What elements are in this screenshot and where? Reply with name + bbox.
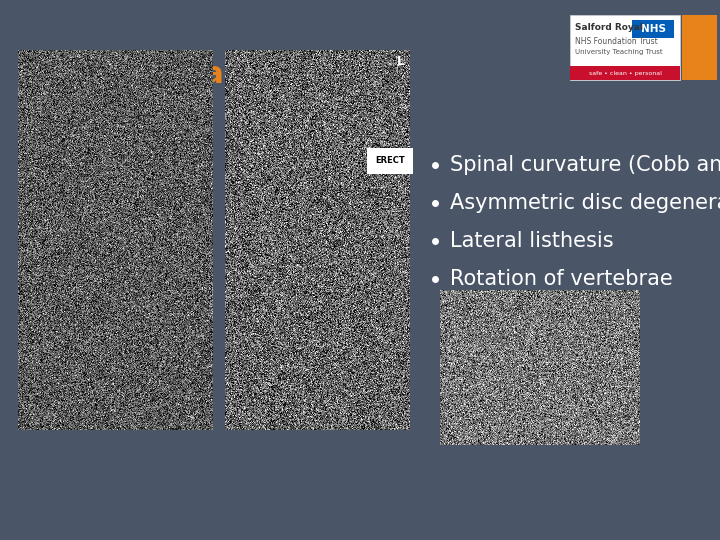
Text: Salford Royal: Salford Royal [575, 23, 643, 32]
Text: NHS Foundation Trust: NHS Foundation Trust [575, 37, 658, 46]
FancyBboxPatch shape [570, 15, 680, 80]
FancyBboxPatch shape [682, 15, 717, 80]
Text: University Teaching Trust: University Teaching Trust [575, 49, 662, 55]
Text: ERECT: ERECT [375, 157, 405, 165]
Text: Rotation of vertebrae: Rotation of vertebrae [450, 269, 672, 289]
Text: Lateral listhesis: Lateral listhesis [450, 231, 613, 251]
Text: Standard radiographs: Standard radiographs [20, 60, 396, 89]
Text: Asymmetric disc degeneration: Asymmetric disc degeneration [450, 193, 720, 213]
Text: safe • clean • personal: safe • clean • personal [588, 71, 662, 76]
Text: NHS: NHS [641, 24, 665, 34]
Text: L: L [397, 55, 405, 68]
FancyBboxPatch shape [632, 20, 674, 38]
Text: Spinal curvature (Cobb angle): Spinal curvature (Cobb angle) [450, 155, 720, 175]
FancyBboxPatch shape [570, 66, 680, 80]
